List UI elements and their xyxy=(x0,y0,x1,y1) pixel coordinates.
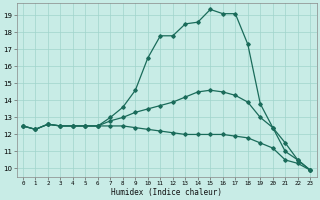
X-axis label: Humidex (Indice chaleur): Humidex (Indice chaleur) xyxy=(111,188,222,197)
